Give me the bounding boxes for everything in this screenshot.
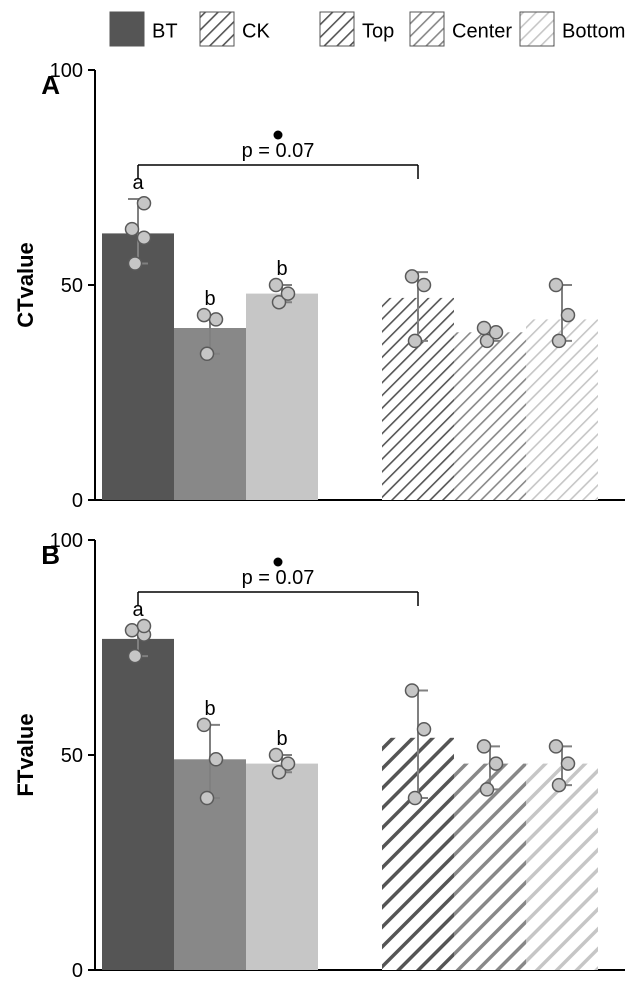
panel-B: B050100FTvalueabbp = 0.07 (13, 530, 625, 982)
data-point (282, 757, 295, 770)
data-point (126, 223, 139, 236)
data-point (490, 326, 503, 339)
data-point (562, 309, 575, 322)
p-bracket (138, 165, 418, 179)
data-point (553, 779, 566, 792)
y-tick-label: 100 (50, 530, 83, 552)
p-bracket (138, 592, 418, 606)
legend-label: BT (152, 21, 178, 43)
y-axis-label: CTvalue (13, 242, 38, 328)
data-point (138, 620, 151, 633)
data-point (553, 334, 566, 347)
legend: BT CK Top Center Bottom (110, 12, 625, 46)
data-point (210, 313, 223, 326)
data-point (481, 783, 494, 796)
y-axis-label: FTvalue (13, 713, 38, 796)
data-point (270, 279, 283, 292)
legend-swatch (200, 12, 234, 46)
data-point (129, 650, 142, 663)
legend-swatch (410, 12, 444, 46)
CK-right (246, 764, 318, 970)
legend-label: CK (242, 21, 270, 43)
BT-bar (102, 639, 174, 970)
p-value-label: p = 0.07 (242, 567, 315, 589)
sig-letter: b (276, 728, 287, 750)
p-dot (274, 558, 283, 567)
legend-label: Top (362, 21, 394, 43)
sig-letter: b (204, 288, 215, 310)
data-point (418, 279, 431, 292)
data-point (550, 279, 563, 292)
legend-swatch (110, 12, 144, 46)
figure: BTCKTopCenterBottomA050100CTvalueabbp = … (0, 0, 638, 1001)
legend-label: Center (452, 21, 512, 43)
y-tick-label: 100 (50, 60, 83, 82)
panel-A: A050100CTvalueabbp = 0.07 (13, 60, 625, 512)
legend-swatch (520, 12, 554, 46)
sig-letter: b (204, 698, 215, 720)
p-dot (274, 131, 283, 140)
data-point (198, 309, 211, 322)
data-point (418, 723, 431, 736)
y-tick-label: 0 (72, 960, 83, 982)
p-value-label: p = 0.07 (242, 140, 315, 162)
data-point (409, 792, 422, 805)
data-point (406, 270, 419, 283)
CK-right (246, 294, 318, 500)
data-point (129, 257, 142, 270)
data-point (126, 624, 139, 637)
data-point (562, 757, 575, 770)
legend-swatch (320, 12, 354, 46)
y-tick-label: 50 (61, 275, 83, 297)
Center-bar (454, 332, 526, 500)
data-point (210, 753, 223, 766)
data-point (282, 287, 295, 300)
data-point (201, 792, 214, 805)
data-point (406, 684, 419, 697)
data-point (550, 740, 563, 753)
data-point (270, 749, 283, 762)
sig-letter: b (276, 258, 287, 280)
y-tick-label: 50 (61, 745, 83, 767)
y-tick-label: 0 (72, 490, 83, 512)
data-point (138, 231, 151, 244)
data-point (490, 757, 503, 770)
data-point (138, 197, 151, 210)
data-point (201, 347, 214, 360)
legend-label: Bottom (562, 21, 625, 43)
data-point (478, 740, 491, 753)
data-point (478, 322, 491, 335)
data-point (198, 718, 211, 731)
data-point (409, 334, 422, 347)
Bottom-bar (526, 764, 598, 970)
BT-bar (102, 233, 174, 500)
